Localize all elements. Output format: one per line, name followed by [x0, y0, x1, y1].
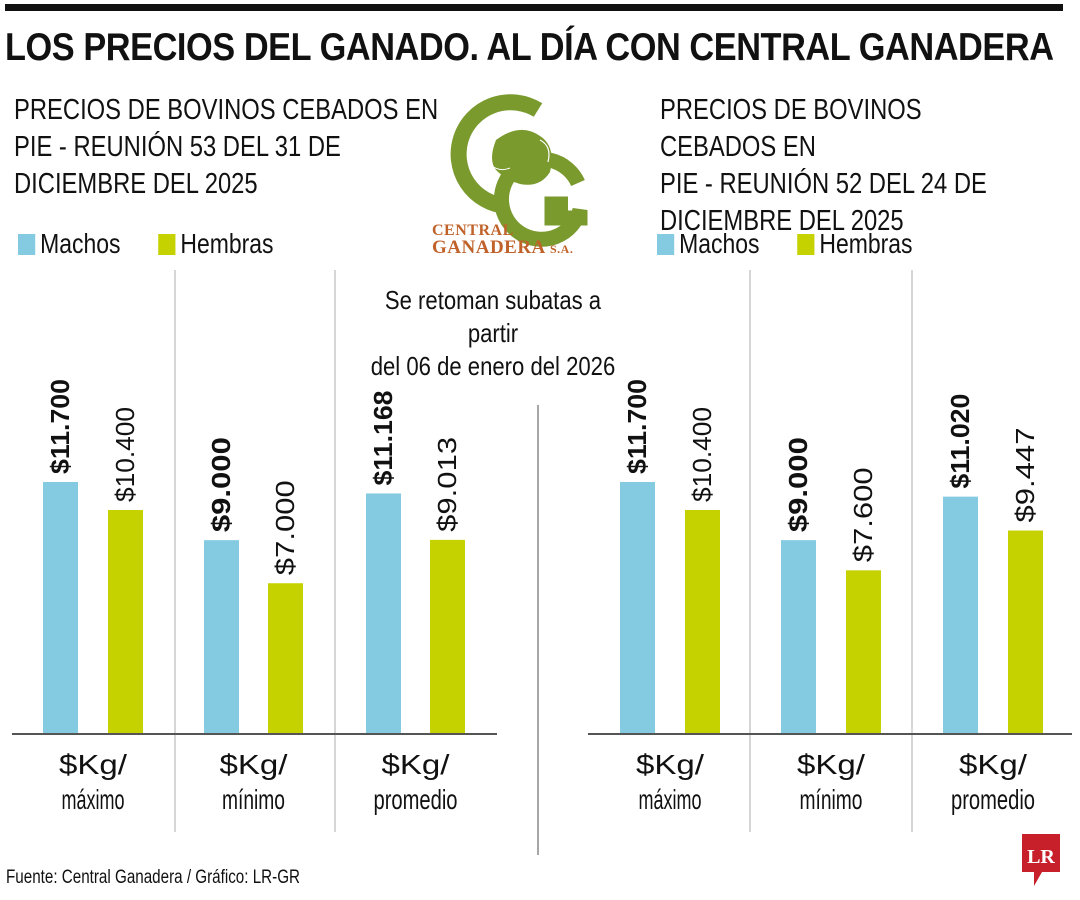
- legend-label-hembras: Hembras: [180, 228, 274, 259]
- main-title: LOS PRECIOS DEL GANADO. AL DÍA CON CENTR…: [5, 26, 1054, 69]
- legend-label-hembras: Hembras: [819, 228, 913, 259]
- category-label: mínimo: [800, 784, 863, 815]
- bar-hembras: [108, 510, 143, 734]
- bar-hembras: [1008, 530, 1043, 734]
- data-label-machos: $11.168: [368, 390, 398, 485]
- data-label-machos: $11.020: [945, 394, 975, 489]
- logo-line2-name: GANADERA: [432, 237, 545, 258]
- category-label: máximo: [62, 784, 125, 815]
- lr-logo-badge: LR: [1022, 834, 1060, 886]
- bar-machos: [620, 482, 655, 734]
- legend-item-machos: Machos: [657, 228, 760, 260]
- legend-swatch-machos: [657, 233, 675, 255]
- legend-swatch-machos: [18, 233, 36, 255]
- category-label: promedio: [951, 784, 1035, 815]
- logo-text: CENTRAL GANADERA S.A.: [432, 222, 573, 258]
- category-label: $Kg/: [382, 749, 450, 780]
- legend-item-hembras: Hembras: [158, 228, 274, 260]
- auction-resume-note: Se retoman subatas a partir del 06 de en…: [370, 285, 616, 381]
- data-label-machos: $9.000: [206, 437, 236, 532]
- data-label-hembras: $9.013: [432, 437, 462, 532]
- source-credit: Fuente: Central Ganadera / Gráfico: LR-G…: [6, 867, 300, 888]
- logo-line1: CENTRAL: [432, 222, 514, 239]
- data-label-hembras: $10.400: [110, 407, 140, 502]
- right-panel-title: PRECIOS DE BOVINOS CEBADOS EN PIE - REUN…: [660, 94, 987, 237]
- data-label-hembras: $7.600: [848, 467, 878, 562]
- bar-hembras: [685, 510, 720, 734]
- logo-cg-monogram-icon: [450, 94, 588, 247]
- category-label: máximo: [639, 784, 702, 815]
- bar-hembras: [268, 583, 303, 734]
- legend-label-machos: Machos: [40, 228, 121, 259]
- left-legend: Machos Hembras: [18, 228, 311, 260]
- category-label: $Kg/: [59, 749, 127, 780]
- data-label-machos: $11.700: [622, 379, 652, 474]
- bar-machos: [943, 496, 978, 734]
- bar-machos: [366, 493, 401, 734]
- data-label-hembras: $10.400: [687, 407, 717, 502]
- logo-line2: GANADERA S.A.: [432, 237, 574, 258]
- bar-machos: [204, 540, 239, 734]
- data-label-machos: $9.000: [783, 437, 813, 532]
- category-label: $Kg/: [636, 749, 704, 780]
- legend-swatch-hembras: [158, 233, 176, 255]
- category-label: $Kg/: [797, 749, 865, 780]
- right-legend: Machos Hembras: [657, 228, 950, 260]
- left-panel-title: PRECIOS DE BOVINOS CEBADOS EN PIE - REUN…: [14, 94, 439, 200]
- bar-machos: [781, 540, 816, 734]
- data-label-machos: $11.700: [45, 379, 75, 474]
- top-rule: [5, 4, 1063, 11]
- bar-hembras: [430, 539, 465, 734]
- legend-label-machos: Machos: [679, 228, 760, 259]
- category-label: $Kg/: [959, 749, 1027, 780]
- data-label-hembras: $7.000: [270, 480, 300, 575]
- data-label-hembras: $9.447: [1010, 428, 1040, 523]
- legend-item-hembras: Hembras: [797, 228, 913, 260]
- bar-hembras: [846, 570, 881, 734]
- category-label: promedio: [374, 784, 458, 815]
- legend-item-machos: Machos: [18, 228, 121, 260]
- central-ganadera-logo: [450, 94, 588, 247]
- logo-suffix: S.A.: [549, 242, 574, 256]
- lr-badge-text: LR: [1027, 846, 1055, 868]
- category-label: mínimo: [222, 784, 285, 815]
- category-label: $Kg/: [220, 749, 288, 780]
- bar-machos: [43, 482, 78, 734]
- legend-swatch-hembras: [797, 233, 815, 255]
